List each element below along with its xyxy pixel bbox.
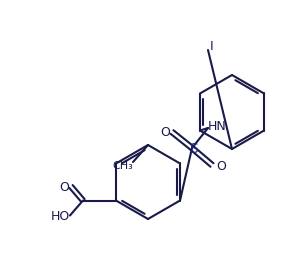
Text: S: S bbox=[189, 142, 197, 156]
Text: HN: HN bbox=[208, 120, 226, 134]
Text: O: O bbox=[59, 181, 69, 194]
Text: O: O bbox=[160, 126, 170, 139]
Text: HO: HO bbox=[50, 210, 70, 223]
Text: CH₃: CH₃ bbox=[113, 161, 133, 171]
Text: O: O bbox=[216, 160, 226, 172]
Text: I: I bbox=[210, 40, 214, 53]
